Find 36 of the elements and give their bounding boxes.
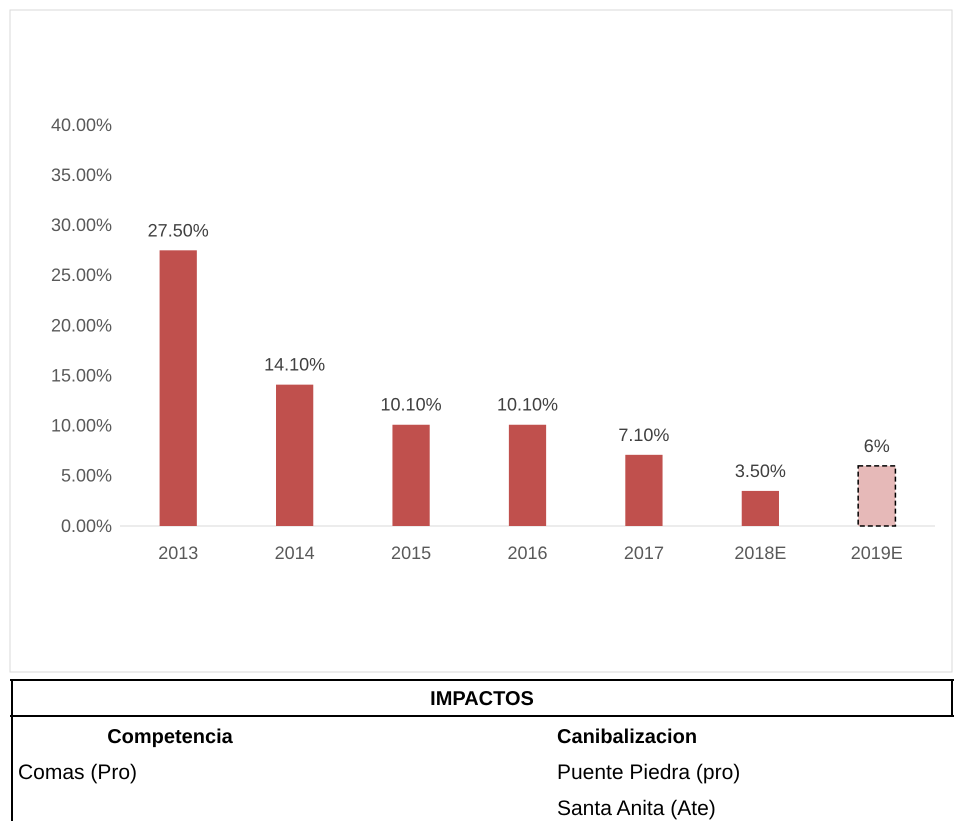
data-label: 3.50%	[734, 460, 786, 481]
data-label: 10.10%	[380, 394, 442, 415]
data-label: 7.10%	[618, 424, 670, 445]
text: Canibalizacion	[557, 726, 698, 748]
data-label: 14.10%	[264, 354, 326, 375]
bar	[508, 424, 546, 526]
y-tick-label: 0.00%	[60, 516, 112, 536]
x-tick-label: 2015	[391, 542, 432, 563]
bar	[625, 454, 663, 526]
bar	[392, 424, 430, 526]
y-tick-label: 10.00%	[50, 416, 112, 436]
y-tick-label: 25.00%	[50, 265, 112, 286]
x-tick-label: 2017	[624, 542, 664, 563]
y-tick-label: 35.00%	[50, 164, 112, 185]
bar	[742, 490, 779, 526]
x-tick-label: 2014	[274, 542, 315, 563]
y-tick-label: 20.00%	[50, 315, 112, 336]
text: Santa Anita (Ate)	[557, 797, 716, 820]
y-tick-label: 5.00%	[60, 466, 112, 486]
data-label: 10.10%	[496, 394, 558, 415]
bar	[276, 384, 314, 526]
text: IMPACTOS	[430, 688, 534, 710]
data-label: 6%	[864, 436, 890, 456]
x-tick-label: 2016	[507, 542, 548, 563]
x-tick-label: 2018E	[734, 542, 786, 563]
x-tick-label: 2013	[158, 542, 198, 563]
y-tick-label: 40.00%	[50, 114, 112, 135]
bar	[160, 250, 197, 526]
y-tick-label: 15.00%	[50, 365, 112, 386]
text: Competencia	[107, 726, 234, 748]
x-tick-label: 2019E	[850, 542, 903, 563]
data-label: 27.50%	[148, 220, 209, 240]
text: Puente Piedra (pro)	[557, 761, 740, 784]
bar	[857, 465, 896, 527]
y-tick-label: 30.00%	[50, 215, 112, 236]
text: Comas (Pro)	[18, 761, 138, 784]
